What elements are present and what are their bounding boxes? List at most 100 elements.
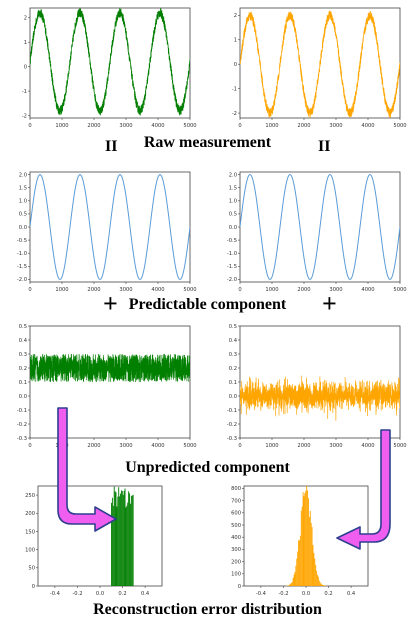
pred-right-ytick-label: -0.5: [227, 238, 237, 244]
hist-right-xtick-label: 0.2: [324, 591, 332, 597]
hist-right-bar: [305, 490, 307, 586]
raw-left-xtick-label: 0: [28, 123, 31, 129]
raw-right-ytick-label: 0: [234, 62, 237, 68]
hist-left-bar: [124, 488, 126, 586]
unpred-left-ytick-label: -0.1: [17, 408, 27, 414]
hist-right-ytick-label: 800: [231, 486, 241, 492]
hist-right-bar: [301, 506, 303, 586]
pred-right-xtick-label: 4000: [361, 287, 374, 293]
pred-left-xtick-label: 4000: [151, 287, 164, 293]
hist-right-bar: [312, 545, 314, 586]
hist-right-ytick-label: 400: [231, 535, 241, 541]
pred-right-ytick-label: 0.0: [229, 225, 237, 231]
hist-left-bar: [118, 487, 120, 586]
hist-right-bar: [317, 576, 319, 586]
hist-left-bar: [125, 507, 127, 586]
hist-left-bar: [128, 491, 130, 586]
pred-left-chart: 0 1000 2000 3000 4000 5000 -2.0 -1.5 -1.0 -0.5 0.0…: [17, 171, 197, 293]
raw-right-xtick-label: 3000: [329, 123, 342, 129]
hist-left-bar: [131, 495, 133, 586]
hist-right-bar: [291, 581, 293, 586]
hist-left-bar: [122, 494, 124, 586]
hist-right-bar: [297, 551, 299, 586]
unpred-right-ytick-label: 0.0: [229, 394, 237, 400]
hist-left-bar: [117, 496, 119, 586]
hist-right-ytick-label: 600: [231, 511, 241, 517]
raw-right-chart: 0 1000 2000 3000 4000 5000 -2 -1 0 1 2: [232, 7, 407, 129]
hist-right-bar: [299, 535, 301, 586]
unpred-left-ytick-label: 0.5: [19, 324, 27, 330]
pred-left-xtick-label: 3000: [119, 287, 132, 293]
raw-right-ytick-label: 1: [234, 38, 237, 44]
unpred-right-xtick-label: 1000: [265, 443, 278, 449]
hist-right-bar: [311, 527, 313, 586]
hist-left-bar: [116, 506, 118, 586]
pred-left-ytick-label: 2.0: [19, 172, 27, 178]
raw-left-ytick-label: 1: [24, 40, 27, 46]
hist-right-bar: [288, 585, 290, 586]
unpred-right-xtick-label: 5000: [393, 443, 406, 449]
pred-left-xtick-label: 5000: [183, 287, 196, 293]
hist-right-bar: [308, 516, 310, 586]
pred-left-ytick-label: 0.0: [19, 225, 27, 231]
hist-right-xtick-label: -0.4: [256, 591, 267, 597]
unpred-left-series-line: [30, 353, 190, 383]
hist-right-bar: [314, 558, 316, 586]
unpred-right-ytick-label: -0.1: [227, 408, 237, 414]
equals-symbol-right: II: [318, 138, 331, 155]
pred-left-series-line: [30, 174, 190, 280]
raw-right-series-line: [240, 10, 400, 118]
hist-right-bar: [302, 492, 304, 586]
hist-left-bar: [119, 496, 121, 586]
unpred-left-ytick-label: 0.3: [19, 352, 27, 358]
hist-left-bar: [121, 490, 123, 586]
raw-left-xtick-label: 5000: [183, 123, 196, 129]
unpred-left-xtick-label: 4000: [151, 443, 164, 449]
raw-left-ytick-label: 0: [24, 64, 27, 70]
pred-right-series-line: [240, 174, 400, 280]
raw-right-ytick-label: -1: [232, 86, 237, 92]
hist-left-xtick-label: 0.2: [118, 591, 126, 597]
hist-left-bar: [120, 493, 121, 586]
unpred-left-ytick-label: -0.2: [17, 422, 27, 428]
hist-left-bar: [114, 491, 116, 586]
pred-right-ytick-label: 2.0: [229, 172, 237, 178]
raw-right-ytick-label: 2: [234, 13, 237, 19]
equals-symbol-left: II: [105, 138, 118, 155]
hist-left-bar: [115, 492, 117, 586]
unpred-left-ytick-label: 0.0: [19, 394, 27, 400]
hist-right-bar: [307, 490, 309, 586]
hist-right-bar: [315, 564, 317, 586]
hist-right-bar: [304, 493, 306, 586]
hist-left-bar: [112, 505, 114, 586]
pred-left-ytick-label: 1.5: [19, 186, 27, 192]
pred-right-chart: 0 1000 2000 3000 4000 5000 -2.0 -1.5 -1.0 -0.5 0.0…: [227, 171, 407, 293]
hist-left-ytick-label: 200: [25, 511, 35, 517]
hist-right-bar: [306, 486, 308, 586]
raw-measurement-title: Raw measurement: [143, 134, 272, 151]
hist-right-bar: [292, 577, 294, 586]
hist-left-chart: -0.4 -0.2 0.0 0.2 0.4 0 50 100 150 200 250: [25, 485, 163, 597]
hist-right-bar: [321, 584, 323, 586]
raw-left-xtick-label: 1000: [55, 123, 68, 129]
hist-left-xtick-label: 0.4: [141, 591, 150, 597]
hist-right-bar: [298, 540, 300, 586]
hist-right-bar: [299, 540, 300, 586]
pred-right-ytick-label: 1.5: [229, 186, 237, 192]
unpred-left-xtick-label: 3000: [119, 443, 132, 449]
arrow-left-icon: [57, 407, 117, 532]
hist-right-xtick-label: 0.4: [347, 591, 356, 597]
hist-right-ytick-label: 200: [231, 559, 241, 565]
hist-left-ytick-label: 0: [32, 584, 35, 590]
raw-left-xtick-label: 4000: [151, 123, 164, 129]
pred-left-xtick-label: 1000: [55, 287, 68, 293]
hist-left-bar: [129, 503, 131, 586]
hist-left-bar: [127, 502, 129, 586]
pred-right-xtick-label: 5000: [393, 287, 406, 293]
pred-right-ytick-label: -2.0: [227, 277, 237, 283]
hist-right-bar: [289, 584, 290, 586]
unpred-right-ytick-label: 0.4: [229, 338, 238, 344]
hist-right-bar: [319, 582, 321, 586]
hist-right-xtick-label: 0.0: [302, 591, 310, 597]
unpred-right-xtick-label: 3000: [329, 443, 342, 449]
